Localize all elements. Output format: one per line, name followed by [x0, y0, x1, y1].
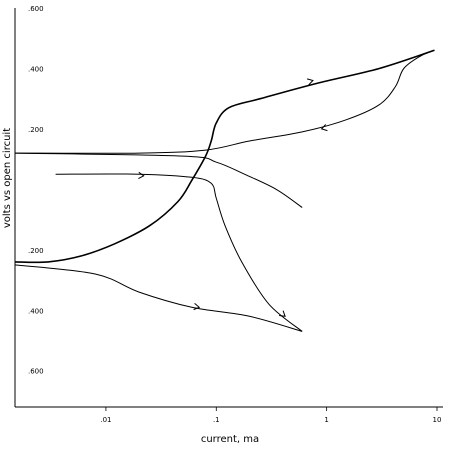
direction-arrow [320, 124, 328, 132]
direction-arrow [306, 78, 314, 86]
y-axis-label: volts vs open circuit [2, 128, 13, 228]
series-line [55, 173, 303, 332]
series-line [14, 152, 303, 208]
x-tick-label: .01 [100, 416, 111, 424]
direction-arrow [279, 310, 286, 317]
y-tick-label: .400 [28, 307, 44, 315]
series-line [14, 49, 435, 264]
y-tick-label: .600 [28, 368, 44, 376]
series-line [14, 49, 435, 154]
x-axis: .01 .1 1 10 [15, 406, 443, 424]
x-tick-label: 1 [324, 416, 328, 424]
x-tick-label: .1 [213, 416, 220, 424]
x-axis-label: current, ma [201, 434, 259, 445]
series-layer [14, 49, 435, 332]
x-tick-label: 10 [433, 416, 442, 424]
y-axis: .600 .400 .200 .200 .400 .600 [14, 5, 44, 407]
y-tick-label: .400 [28, 65, 44, 73]
series-line [14, 264, 303, 332]
direction-arrow [138, 171, 145, 180]
y-tick-label: .600 [28, 5, 44, 13]
y-tick-label: .200 [28, 247, 44, 255]
y-tick-label: .200 [28, 126, 44, 134]
direction-arrow [193, 303, 201, 311]
